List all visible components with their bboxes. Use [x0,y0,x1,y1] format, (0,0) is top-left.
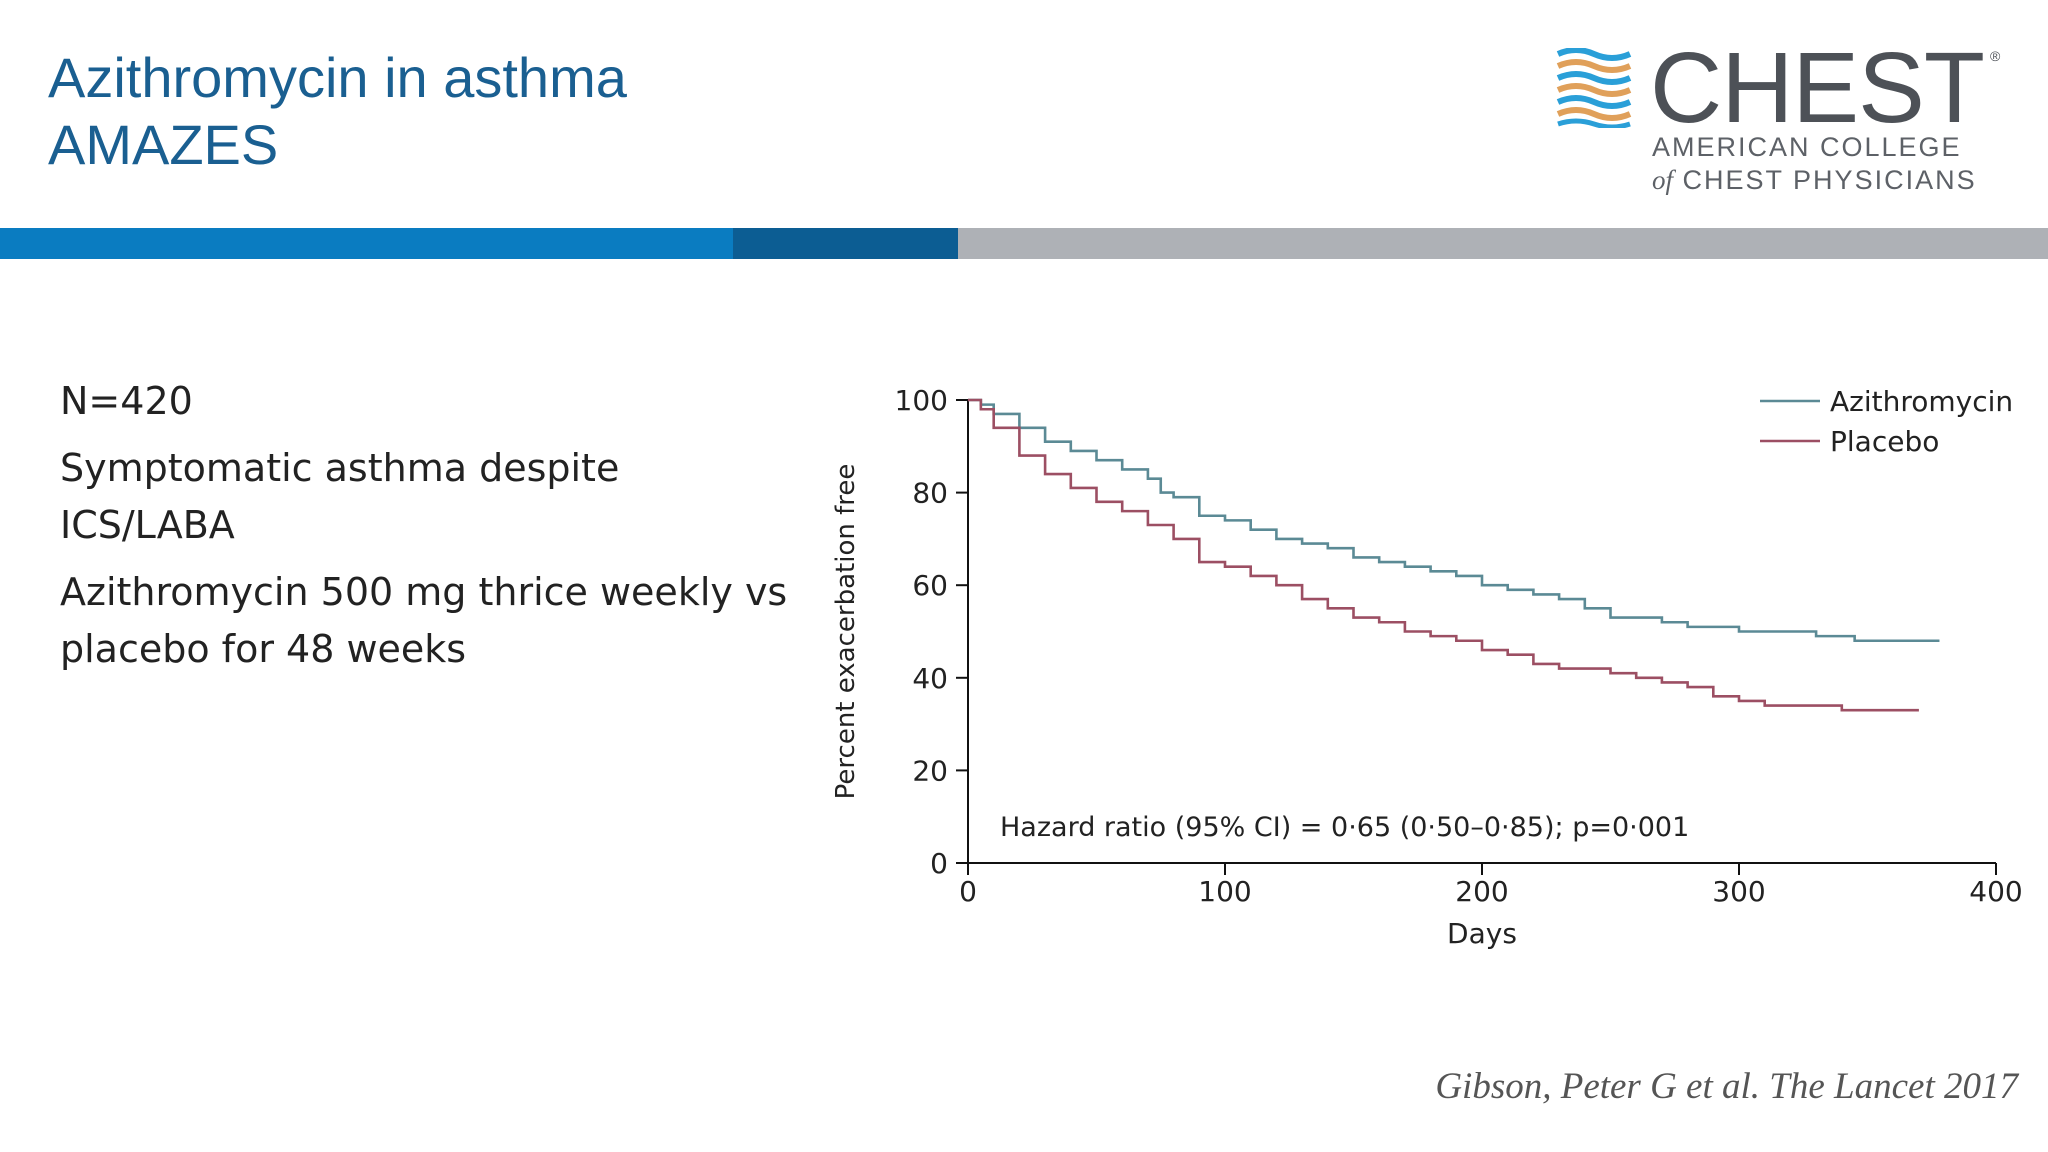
logo-tagline-line1: AMERICAN COLLEGE [1652,132,1962,162]
y-tick-label-20: 20 [912,754,948,787]
logo-wordmark: CHEST [1650,32,1985,144]
x-tick-label-300: 300 [1712,875,1765,908]
legend-label-azithromycin: Azithromycin [1830,385,2013,418]
logo-tagline-line2: of CHEST PHYSICIANS [1652,165,1977,196]
slide-title-line1: Azithromycin in asthma [48,46,627,109]
bullet-population: Symptomatic asthma despite ICS/LABA [60,446,620,547]
bullet-intervention: Azithromycin 500 mg thrice weekly vs pla… [60,570,788,671]
y-axis-label: Percent exacerbation free [831,464,861,800]
stacked-wave-icon [1556,48,1632,128]
x-tick-label-200: 200 [1455,875,1508,908]
x-tick-label-400: 400 [1969,875,2022,908]
series-line-azithromycin [968,398,1940,643]
bullet-sample-size: N=420 [60,379,193,423]
legend-label-placebo: Placebo [1830,425,1939,458]
x-tick-label-0: 0 [959,875,977,908]
slide-title-line2: AMAZES [48,113,279,176]
header-bar-blue [0,228,733,259]
y-tick-label-40: 40 [912,662,948,695]
slide-title: Azithromycin in asthma AMAZES [48,44,627,178]
header-bar-dark-blue [733,228,958,259]
y-tick-label-60: 60 [912,569,948,602]
series-line-placebo [968,398,1919,712]
y-tick-label-0: 0 [930,847,948,880]
bullet-list: N=420 Symptomatic asthma despite ICS/LAB… [60,373,800,688]
hazard-ratio-annotation: Hazard ratio (95% CI) = 0·65 (0·50–0·85)… [1000,812,1689,843]
logo-tagline-of: of [1652,165,1674,195]
y-tick-label-80: 80 [912,477,948,510]
citation: Gibson, Peter G et al. The Lancet 2017 [1435,1066,2018,1107]
logo-tagline-rest: CHEST PHYSICIANS [1682,165,1977,195]
kaplan-meier-chart: 0 20 40 60 80 100 0 100 200 300 400 Days Percent exa… [831,384,2023,950]
x-tick-label-100: 100 [1198,875,1251,908]
x-axis-label: Days [1447,917,1517,950]
chest-logo: CHEST ® AMERICAN COLLEGE of CHEST PHYSIC… [1552,32,2012,210]
y-tick-label-100: 100 [895,384,948,417]
header-bar-gray [958,228,2048,259]
logo-registered-mark: ® [1990,48,2001,64]
